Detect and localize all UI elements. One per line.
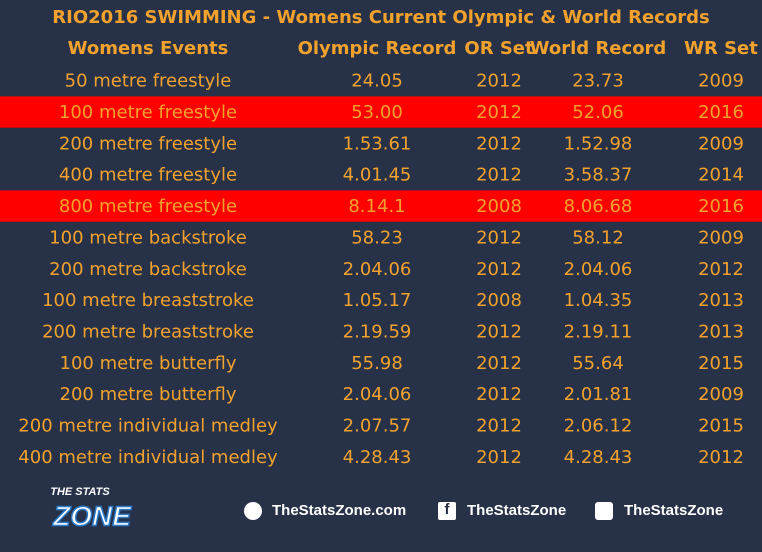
cell: 100 metre butterfly (60, 353, 237, 374)
cell: 2012 (476, 71, 522, 92)
cell: 1.53.61 (343, 133, 412, 154)
cell: 100 metre freestyle (59, 102, 237, 123)
column-header: WR Set (684, 38, 758, 59)
cell: 2009 (698, 227, 744, 248)
cell: 800 metre freestyle (59, 196, 237, 217)
cell: 2012 (476, 447, 522, 468)
cell: 2008 (476, 196, 522, 217)
column-header: World Record (530, 38, 667, 59)
cell: 2012 (476, 133, 522, 154)
cell: 2.19.59 (343, 321, 412, 342)
cell: 24.05 (351, 71, 403, 92)
cell: 400 metre freestyle (59, 165, 237, 186)
cell: 52.06 (572, 102, 624, 123)
cell: 2015 (698, 416, 744, 437)
cell: 2008 (476, 290, 522, 311)
cell: 58.23 (351, 227, 403, 248)
cell: 2013 (698, 321, 744, 342)
cell: 2012 (476, 102, 522, 123)
cell: 2012 (476, 416, 522, 437)
column-header: Womens Events (68, 38, 229, 59)
cell: 400 metre individual medley (18, 447, 278, 468)
twitter-link[interactable]: TheStatsZone (624, 502, 723, 519)
cell: 2.01.81 (564, 384, 633, 405)
facebook-icon (438, 502, 456, 520)
cell: 1.52.98 (564, 133, 633, 154)
logo-text: THE STATS (50, 486, 110, 498)
cell: 2.04.06 (343, 384, 412, 405)
title: RIO2016 SWIMMING - Womens Current Olympi… (52, 7, 709, 28)
cell: 55.98 (351, 353, 403, 374)
facebook-glyph: f (445, 501, 451, 518)
cell: 3.58.37 (564, 165, 633, 186)
row-highlight (0, 96, 762, 128)
cell: 200 metre breaststroke (42, 321, 254, 342)
cell: 100 metre breaststroke (42, 290, 254, 311)
cell: 2016 (698, 102, 744, 123)
cell: 2016 (698, 196, 744, 217)
cell: 2012 (698, 259, 744, 280)
footer: THE STATS ZONE TheStatsZone.com f TheSta… (50, 486, 723, 532)
cell: 2.04.06 (343, 259, 412, 280)
cell: 4.28.43 (343, 447, 412, 468)
cell: 1.05.17 (343, 290, 412, 311)
row-highlight (0, 190, 762, 222)
cell: 2012 (476, 259, 522, 280)
cell: 2.07.57 (343, 416, 412, 437)
cell: 2012 (476, 384, 522, 405)
cell: 4.28.43 (564, 447, 633, 468)
cell: 2012 (476, 227, 522, 248)
cell: 2013 (698, 290, 744, 311)
cell: 50 metre freestyle (65, 71, 232, 92)
cell: 53.00 (351, 102, 403, 123)
cell: 1.04.35 (564, 290, 633, 311)
cell: 23.73 (572, 71, 624, 92)
cell: 2009 (698, 71, 744, 92)
website[interactable]: TheStatsZone.com (272, 502, 406, 519)
cell: 2009 (698, 384, 744, 405)
cell: 2.04.06 (564, 259, 633, 280)
cell: 2014 (698, 165, 744, 186)
cell: 2015 (698, 353, 744, 374)
cell: 2012 (698, 447, 744, 468)
cell: 2012 (476, 353, 522, 374)
cell: 2012 (476, 165, 522, 186)
twitter-icon (595, 502, 613, 520)
cell: 2012 (476, 321, 522, 342)
facebook-link[interactable]: TheStatsZone (467, 502, 566, 519)
cell: 200 metre individual medley (18, 416, 278, 437)
cell: 58.12 (572, 227, 624, 248)
cell: 2.06.12 (564, 416, 633, 437)
column-header: Olympic Record (298, 38, 457, 59)
cell: 8.14.1 (348, 196, 405, 217)
cell: 2.19.11 (564, 321, 633, 342)
column-header: OR Set (464, 38, 534, 59)
globe-icon (244, 502, 262, 520)
cell: 100 metre backstroke (49, 227, 247, 248)
cell: 2009 (698, 133, 744, 154)
cell: 8.06.68 (564, 196, 633, 217)
logo-text: ZONE (52, 500, 132, 531)
cell: 200 metre freestyle (59, 133, 237, 154)
cell: 55.64 (572, 353, 624, 374)
cell: 4.01.45 (343, 165, 412, 186)
cell: 200 metre backstroke (49, 259, 247, 280)
cell: 200 metre butterfly (60, 384, 237, 405)
